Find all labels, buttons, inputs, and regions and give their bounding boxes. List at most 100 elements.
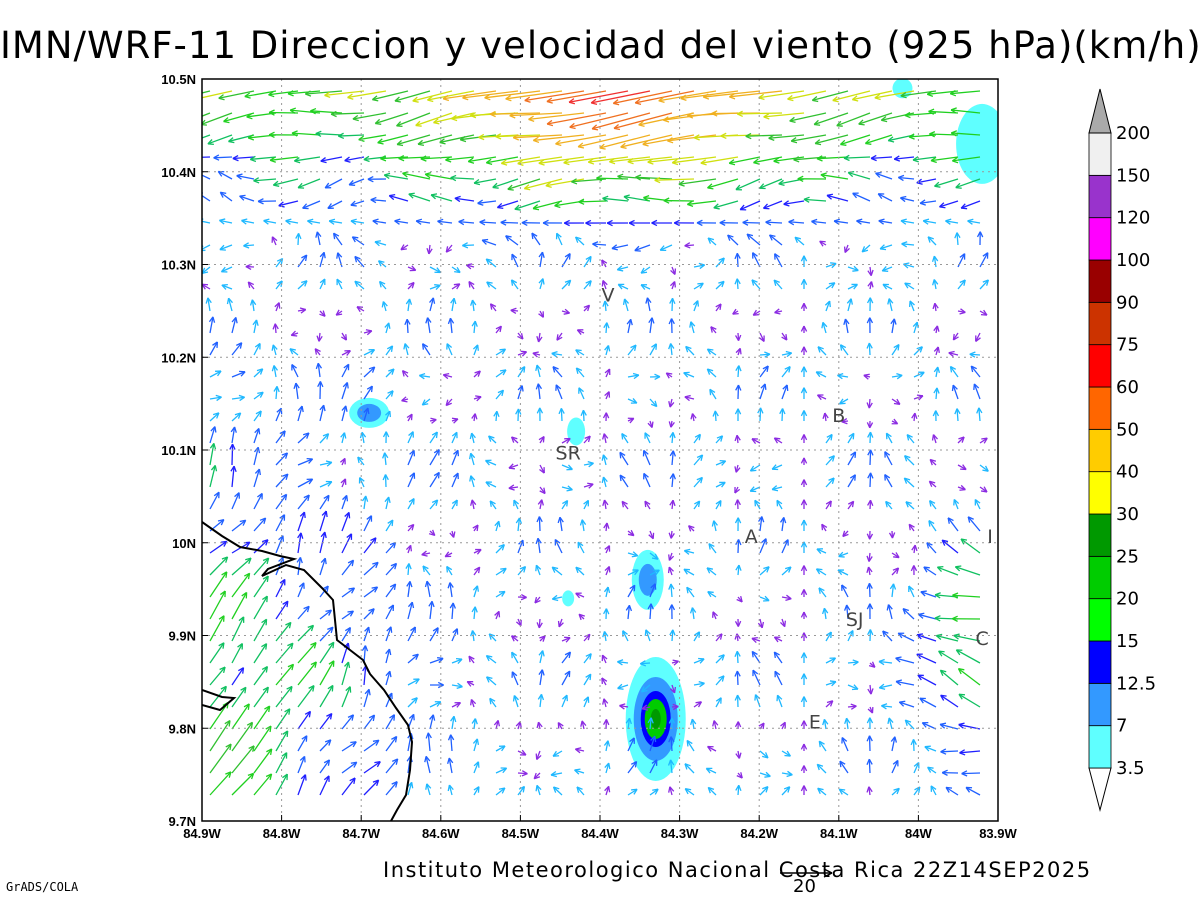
wind-vector [882,630,893,642]
wind-vector [668,318,675,334]
wind-vector [319,759,331,774]
wind-vector [404,318,411,334]
wind-vector [686,586,695,598]
wind-vector [686,200,717,207]
wind-vector [429,266,441,274]
wind-vector [513,499,520,510]
wind-vector [954,408,961,422]
wind-vector [821,523,828,532]
wind-vector [575,349,585,356]
wind-vector [202,192,211,202]
wind-vector [561,485,573,492]
wind-vector [625,604,633,620]
wind-vector [617,173,651,180]
wind-vector [735,384,742,400]
wind-vector [949,90,981,97]
wind-vector [377,134,409,145]
credit-text: GrADS/COLA [6,880,79,894]
wind-vector [424,755,431,774]
wind-vector [800,255,808,268]
wind-vector [508,484,519,491]
wind-vector [768,134,805,141]
wind-vector [561,279,572,290]
wind-vector [509,112,563,119]
wind-vector [861,244,871,253]
wind-vector [577,541,585,554]
wind-vector [442,90,497,102]
wind-vector [603,719,610,730]
wind-vector [450,297,457,312]
wind-vector [546,90,607,104]
wind-vector [539,486,546,495]
wind-vector [407,523,415,532]
wind-vector [913,786,921,796]
wind-vector [319,480,333,488]
wind-vector [319,641,335,664]
wind-vector [363,586,379,598]
wind-vector [889,583,897,598]
wind-vector [291,130,321,137]
wind-vector [954,565,981,576]
wind-vector [866,758,873,774]
wind-vector [816,155,849,162]
wind-vector [590,90,651,106]
wind-vector [319,557,327,576]
wind-vector [911,544,918,554]
wind-vector [627,397,638,404]
wind-vector [867,449,874,466]
wind-vector [388,194,409,202]
wind-vector [532,200,563,211]
wind-vector [976,231,984,246]
wind-vector [202,90,233,99]
wind-vector [667,759,675,774]
wind-vector [734,499,741,510]
wind-vector [202,283,211,290]
wind-vector [429,681,444,689]
wind-vector [447,582,454,598]
colorbar-segment [1088,682,1112,727]
axis-ticks: 84.9W 84.8W 84.7W 84.6W 84.5W 84.4W 84.3W 84.2W… [161,72,1017,841]
wind-vector [800,479,808,488]
wind-vector [757,407,764,422]
wind-vector [811,218,827,226]
wind-vector [517,350,528,357]
wind-vector [940,748,959,755]
wind-vector [437,218,453,226]
wind-vector [275,578,286,598]
wind-vector [297,661,317,686]
wind-vector [385,410,391,422]
y-tick-label: 10.2N [161,350,196,365]
wind-vector [209,341,219,356]
wind-vector [268,109,299,116]
wind-vector [800,720,808,730]
wind-vector [647,603,654,620]
wind-vector [669,281,676,290]
wind-vector [800,325,808,334]
wind-vector [720,132,761,140]
wind-vector [930,785,937,796]
wind-vector [759,566,770,576]
wind-vector [891,567,900,576]
wind-vector [469,475,476,488]
wind-vector [263,218,277,225]
wind-vector [231,703,250,730]
wind-vector [287,90,321,97]
wind-vector [903,262,915,269]
wind-vector [690,718,697,730]
wind-vector [202,112,211,117]
wind-vector [837,372,849,380]
wind-vector [354,255,365,268]
wind-vector [904,455,915,466]
reference-vector [780,868,833,878]
wind-vector [933,325,940,334]
wind-vector [715,500,722,510]
wind-vector [626,318,633,334]
wind-vector [715,435,724,444]
wind-vector [512,134,563,141]
wind-vector [793,156,827,163]
wind-vector [927,766,937,774]
wind-vector [539,635,546,642]
wind-vector [803,196,827,203]
wind-vector [230,465,237,488]
wind-vector [425,317,432,334]
